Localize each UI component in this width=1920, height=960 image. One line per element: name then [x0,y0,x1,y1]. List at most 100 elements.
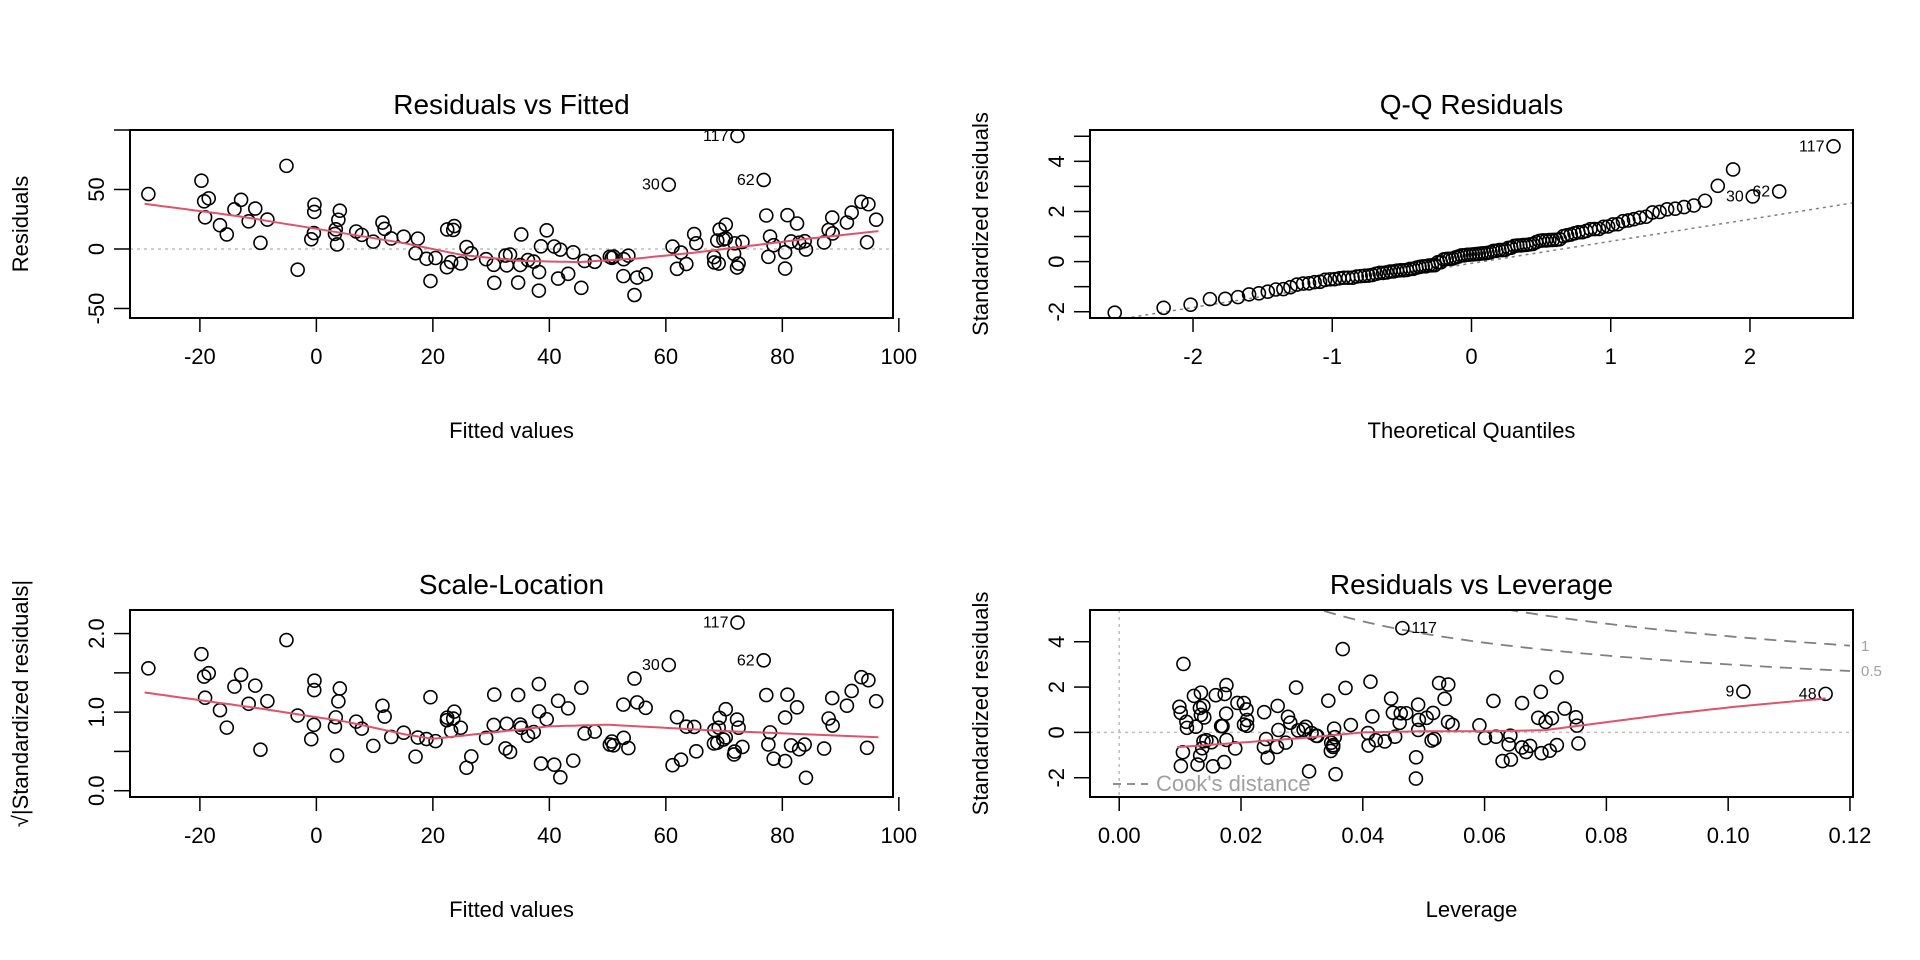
data-point [766,237,781,253]
data-point [868,212,884,227]
y-tick-label: 50 [84,177,109,201]
data-point [777,244,793,260]
data-point [868,693,884,709]
data-point [1258,731,1274,747]
x-axis-title: Fitted values [449,897,574,922]
data-point [1357,268,1372,284]
data-point [1542,743,1557,758]
plot-frame [1089,609,1854,798]
data-point [539,711,554,727]
plot-title: Residuals vs Fitted [393,89,630,120]
x-tick-label: -2 [1183,344,1203,369]
y-tick-label: -2 [1044,302,1069,322]
data-point [1321,693,1336,708]
data-point [279,158,294,174]
data-point [777,753,793,769]
plot-area [141,615,884,786]
qq-reference-line [1121,202,1853,318]
data-point [533,756,549,771]
data-point [513,227,529,242]
data-point [227,679,242,694]
x-tick-label: -20 [184,344,216,369]
y-axis-title: Standardized residuals [968,592,993,816]
data-point [233,667,249,683]
data-point [1605,217,1621,232]
data-point [331,212,346,228]
x-tick-label: 60 [654,344,678,369]
data-point [574,280,589,296]
data-point [735,739,750,755]
plot-title: Q-Q Residuals [1380,89,1564,120]
x-axis-title: Theoretical Quantiles [1368,418,1576,443]
data-point [602,737,618,752]
data-point [1393,706,1409,721]
data-point [453,256,469,271]
data-point [759,208,774,223]
data-point [1440,714,1456,730]
outlier-point [1818,686,1833,702]
y-tick-label: 1.0 [84,697,109,728]
data-point [478,730,494,746]
data-point [531,264,547,280]
panel-residuals-vs-leverage: 1 0.5 Cook's distance 117 9 48 0.00 0.02 0.04 0.0… [968,569,1882,922]
data-point [1190,757,1205,772]
data-point [798,770,814,786]
data-point [1427,731,1442,747]
data-point [331,694,346,709]
data-point [1368,732,1384,748]
data-point [1410,722,1426,738]
x-tick-label: 100 [880,823,917,848]
data-point [604,734,620,749]
data-point [1335,641,1351,657]
data-point [241,696,256,712]
data-point [1431,675,1447,691]
data-point [553,770,568,785]
data-point [1518,744,1534,760]
x-tick-label: 0 [310,823,322,848]
data-point [1218,706,1234,721]
data-point [560,701,576,716]
data-point [383,231,399,246]
outlier-label: 48 [1799,686,1817,703]
data-point [565,245,581,260]
data-point [1383,691,1399,706]
cooks-contour-label: 0.5 [1861,663,1882,680]
data-point [328,710,344,725]
data-point [486,275,502,291]
plot-title: Residuals vs Leverage [1330,569,1613,600]
x-tick-label: 80 [770,823,794,848]
data-point [531,704,547,719]
data-point [621,248,636,263]
data-point [1301,276,1317,291]
x-tick-label: 40 [537,344,561,369]
data-point [762,229,778,244]
data-point [824,690,840,706]
y-tick-label: 4 [1044,636,1069,648]
smoother-line [1177,697,1826,749]
data-point [1385,705,1401,720]
data-point [1268,282,1284,297]
data-point [1193,707,1209,723]
data-point [1288,680,1304,695]
outlier-point [661,177,677,193]
outlier-label: 117 [703,128,729,145]
data-point [1290,723,1306,738]
panel-scale-location: 117 30 62 -20 0 20 40 60 80 100 0.0 1.0 2.0 Scale-Loc… [8,569,917,922]
data-point [365,234,381,249]
data-point [423,273,438,289]
data-point [1219,732,1234,748]
outlier-label: 117 [703,615,729,632]
data-point [1196,698,1211,714]
data-point [1425,705,1441,721]
data-point [219,227,235,242]
x-tick-label: 0.02 [1220,823,1263,848]
data-point [247,678,263,693]
data-point [735,234,750,250]
data-point [1194,740,1210,756]
data-point [307,197,322,212]
outlier-label: 30 [642,657,660,674]
data-point [1213,718,1229,734]
data-point [375,215,390,230]
smoother-line [144,202,879,264]
y-axis-title: Standardized residuals [968,112,993,336]
